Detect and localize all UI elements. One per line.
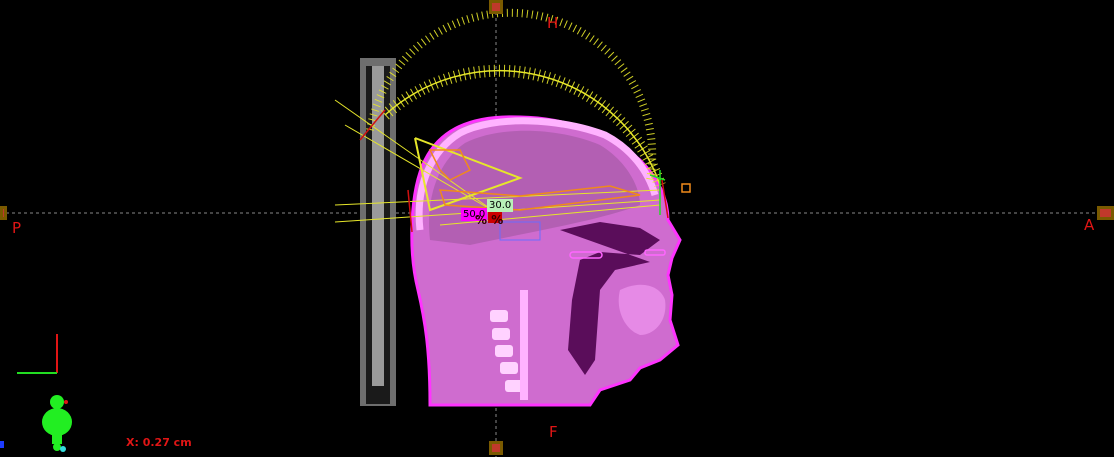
isodose-label-50: 50.0: [461, 208, 488, 221]
beam-arc-outer: [384, 70, 661, 186]
orientation-label-posterior: P: [12, 219, 22, 237]
field-markers: [649, 170, 666, 215]
crosshair-marker-left[interactable]: [0, 206, 7, 220]
dose-hotspot: [488, 211, 502, 223]
scroll-indicator[interactable]: [0, 441, 4, 448]
beam-annotations: [359, 109, 669, 233]
target-wedge: [414, 137, 523, 212]
axis-gizmo-icon: [17, 334, 58, 374]
orientation-label-head: H: [547, 14, 559, 32]
cervical-spine: [490, 290, 528, 400]
isodose-percent-label: % %: [475, 213, 504, 227]
orientation-label-anterior: A: [1084, 216, 1095, 234]
isodose-label-30: 30.0: [487, 199, 514, 212]
roi-outline: [499, 221, 541, 241]
cursor-coordinate-readout: X: 0.27 cm: [126, 436, 192, 449]
orientation-label-feet: F: [549, 423, 558, 441]
crosshair-marker-top[interactable]: [489, 0, 503, 14]
structure-contours: [428, 149, 691, 211]
crosshair-marker-right[interactable]: [1097, 206, 1114, 220]
crosshair-marker-bottom[interactable]: [489, 441, 503, 455]
patient-figure-icon: [42, 395, 72, 452]
